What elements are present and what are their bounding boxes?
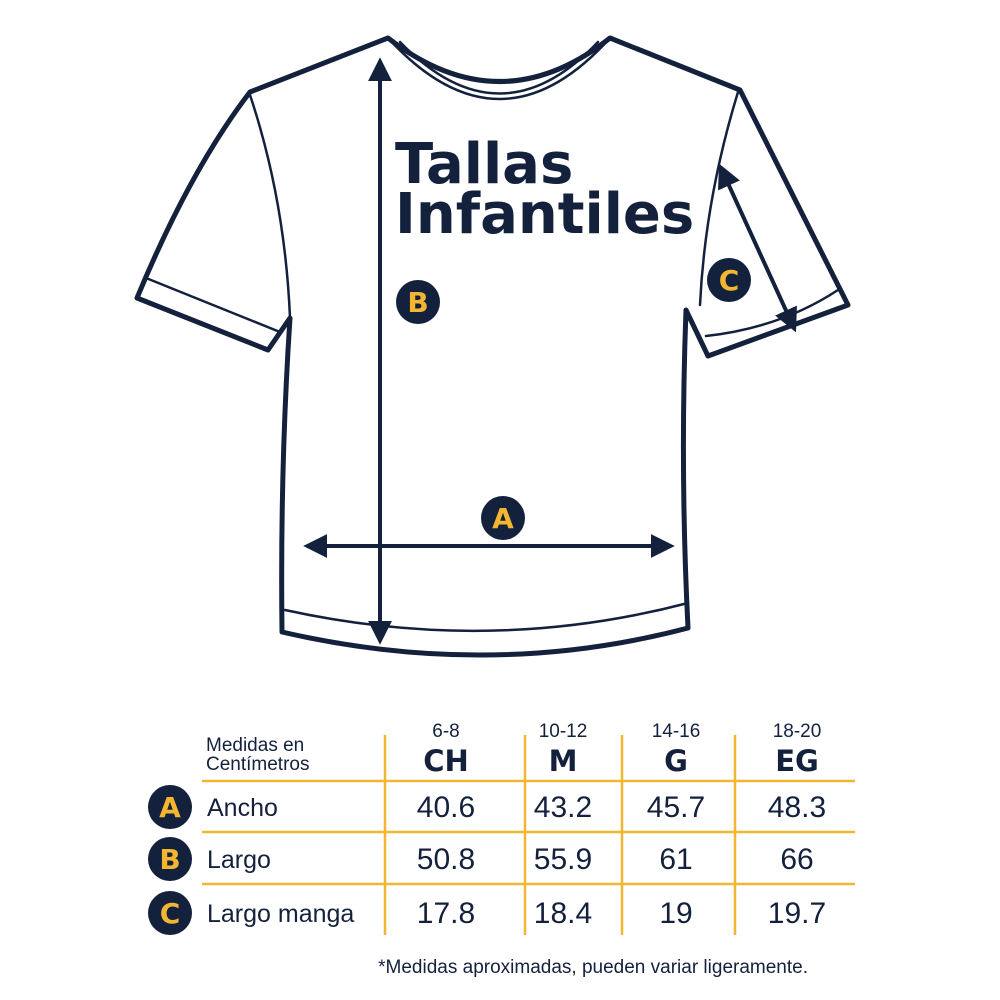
row-label: Largo manga [207, 900, 354, 928]
column-size: EG [775, 744, 819, 778]
row-label: Ancho [207, 794, 278, 822]
column-size: CH [423, 744, 469, 778]
right-sleeve-seam [698, 90, 740, 307]
collar-outer-line [386, 36, 612, 101]
svg-text:A: A [159, 791, 181, 824]
title-line-1: Tallas [395, 132, 573, 197]
cell: 61 [659, 843, 692, 876]
cell: 48.3 [768, 791, 826, 824]
marker-b: B [396, 280, 440, 324]
cell: 17.8 [417, 897, 475, 930]
column-size: M [549, 744, 578, 778]
cell: 43.2 [534, 791, 592, 824]
cell: 40.6 [417, 791, 475, 824]
size-table: Medidas en Centímetros 6-8 CH 10-12 M 14… [148, 721, 855, 935]
column-range: 18-20 [773, 721, 822, 742]
row-marker-b [148, 837, 192, 881]
hem-line [283, 601, 690, 633]
cell: 19 [659, 897, 692, 930]
title-line-2: Infantiles [395, 182, 694, 247]
tshirt-body [134, 35, 851, 658]
measurement-arrows [303, 57, 797, 645]
marker-a: A [481, 496, 525, 540]
table-grid [202, 735, 855, 935]
svg-text:B: B [159, 843, 180, 876]
cell: 19.7 [768, 897, 826, 930]
svg-text:A: A [492, 502, 514, 535]
cell: 55.9 [534, 843, 592, 876]
cell: 50.8 [417, 843, 475, 876]
row-label: Largo [207, 846, 271, 874]
row-marker-c [148, 891, 192, 935]
footnote: *Medidas aproximadas, pueden variar lige… [378, 957, 808, 978]
row-marker-a [148, 785, 192, 829]
marker-c: C [707, 258, 751, 302]
corner-label-line-1: Medidas en [206, 735, 304, 756]
svg-text:B: B [407, 286, 428, 319]
column-range: 14-16 [652, 721, 701, 742]
cell: 66 [780, 843, 813, 876]
table-row: A Ancho 40.6 43.2 45.7 48.3 [148, 785, 826, 829]
column-size: G [664, 744, 688, 778]
svg-text:C: C [160, 897, 181, 930]
column-range: 10-12 [539, 721, 588, 742]
left-cuff-line [144, 276, 282, 334]
left-sleeve-seam [248, 93, 292, 320]
corner-label-line-2: Centímetros [206, 754, 309, 775]
table-row: C Largo manga 17.8 18.4 19 19.7 [148, 891, 826, 935]
column-range: 6-8 [432, 721, 459, 742]
arrow-c-sleeve [718, 163, 797, 333]
tshirt-outline [134, 35, 851, 658]
collar-inner-line [398, 40, 600, 95]
table-row: B Largo 50.8 55.9 61 66 [148, 837, 814, 881]
svg-text:C: C [719, 264, 740, 297]
cell: 18.4 [534, 897, 592, 930]
cell: 45.7 [647, 791, 705, 824]
